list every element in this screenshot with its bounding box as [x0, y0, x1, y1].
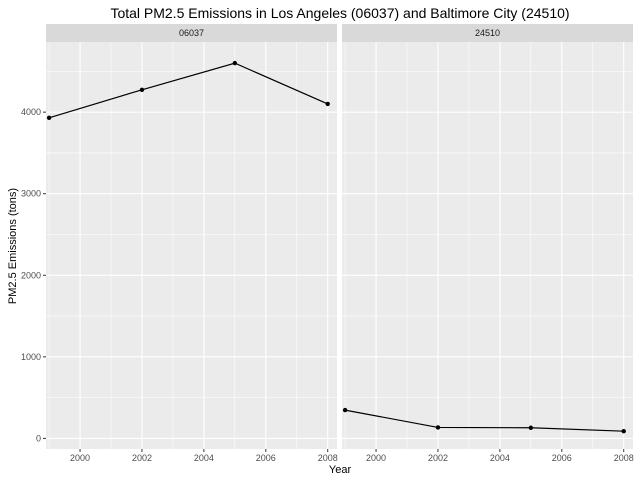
data-point: [435, 425, 441, 430]
data-point: [46, 115, 52, 120]
data-point: [139, 87, 145, 92]
x-axis-title: Year: [329, 464, 352, 476]
x-tick-label: 2008: [318, 453, 338, 463]
y-tick-label: 2000: [21, 270, 41, 280]
strip-background: [46, 24, 337, 42]
panels-layer: 06037 2000 2002 2004 2006 2008 0 1000 2000 3000 40…: [21, 24, 634, 463]
data-point: [528, 425, 534, 430]
x-tick-label: 2006: [256, 453, 276, 463]
panel-24510: 24510 2000 2002 2004 2006 2008: [342, 24, 634, 463]
y-tick-label: 3000: [21, 189, 41, 199]
y-tick-label: 1000: [21, 352, 41, 362]
x-tick-label: 2004: [194, 453, 214, 463]
data-point: [325, 101, 330, 107]
x-tick-label: 2008: [614, 453, 634, 463]
data-point: [342, 407, 348, 413]
panel-background: [342, 42, 633, 449]
strip-label: 24510: [475, 28, 500, 38]
data-point: [232, 60, 238, 66]
series-line: [48, 62, 328, 119]
series-line: [344, 409, 624, 432]
x-tick-label: 2006: [552, 453, 572, 463]
y-axis-title: PM2.5 Emissions (tons): [7, 188, 19, 304]
x-tick-label: 2002: [428, 453, 448, 463]
panel-background: [46, 42, 337, 449]
x-tick-label: 2000: [70, 453, 90, 463]
chart-title: Total PM2.5 Emissions in Los Angeles (06…: [110, 5, 569, 21]
strip-background: [342, 24, 633, 42]
strip-label: 06037: [179, 28, 204, 38]
x-tick-label: 2002: [132, 453, 152, 463]
x-tick-label: 2004: [490, 453, 510, 463]
panel-06037: 06037 2000 2002 2004 2006 2008 0 1000 2000 3000 40…: [21, 24, 338, 463]
data-point: [621, 428, 626, 434]
y-tick-label: 0: [36, 433, 41, 443]
y-tick-label: 4000: [21, 107, 41, 117]
x-tick-label: 2000: [366, 453, 386, 463]
